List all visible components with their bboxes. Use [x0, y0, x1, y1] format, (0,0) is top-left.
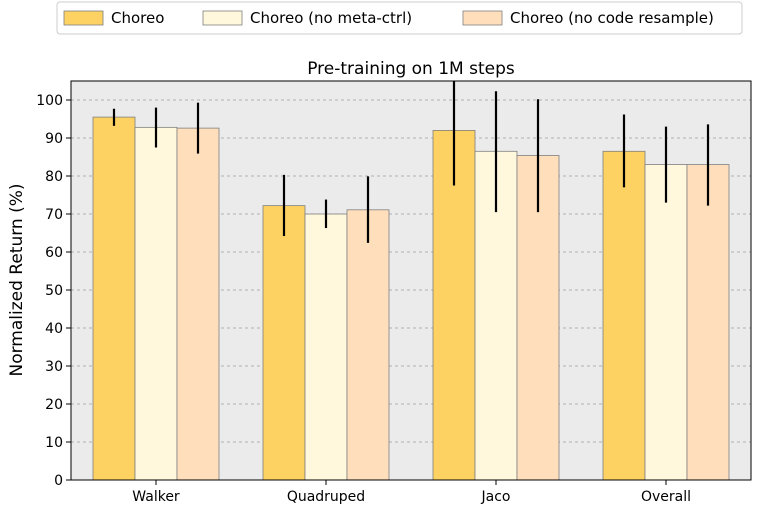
- y-tick-label: 70: [45, 207, 63, 223]
- legend-swatch-no-meta-ctrl: [202, 10, 243, 26]
- y-tick-label: 100: [36, 93, 63, 109]
- bar: [644, 164, 688, 481]
- chart-title: Pre-training on 1M steps: [307, 59, 515, 79]
- plot-frame: [70, 80, 752, 481]
- y-tick-label: 20: [45, 397, 63, 413]
- bar: [686, 164, 730, 481]
- y-tick-label: 10: [45, 435, 63, 451]
- legend-label-choreo: Choreo: [111, 9, 164, 27]
- legend-label-no-code-resample: Choreo (no code resample): [510, 9, 714, 27]
- y-tick-label: 50: [45, 283, 63, 299]
- y-tick-label: 60: [45, 245, 63, 261]
- legend: Choreo Choreo (no meta-ctrl) Choreo (no …: [56, 1, 743, 35]
- legend-frame: [56, 1, 743, 35]
- y-tick-label: 40: [45, 321, 63, 337]
- x-axis: Walker Quadruped Jaco Overall: [132, 480, 691, 505]
- x-tick-label: Overall: [641, 489, 691, 505]
- y-tick-label: 80: [45, 169, 63, 185]
- x-tick-label: Quadruped: [287, 489, 365, 505]
- bar: [176, 127, 220, 481]
- x-tick-label: Walker: [132, 489, 180, 505]
- y-tick-label: 30: [45, 359, 63, 375]
- y-tick-label: 0: [54, 473, 63, 489]
- legend-swatch-choreo: [63, 10, 104, 26]
- bar: [346, 209, 390, 481]
- x-tick-label: Jaco: [481, 489, 511, 505]
- y-tick-label: 90: [45, 131, 63, 147]
- bar: [602, 150, 646, 481]
- y-axis: 0 10 20 30 40 50 60 70 80 90 100: [36, 93, 71, 489]
- bar: [262, 205, 306, 481]
- bar: [134, 126, 178, 481]
- error-bars: [112, 81, 710, 243]
- legend-swatch-no-code-resample: [462, 10, 503, 26]
- bar: [92, 116, 136, 481]
- legend-label-no-meta-ctrl: Choreo (no meta-ctrl): [250, 9, 412, 27]
- y-axis-title: Normalized Return (%): [7, 183, 27, 376]
- bar: [304, 213, 348, 481]
